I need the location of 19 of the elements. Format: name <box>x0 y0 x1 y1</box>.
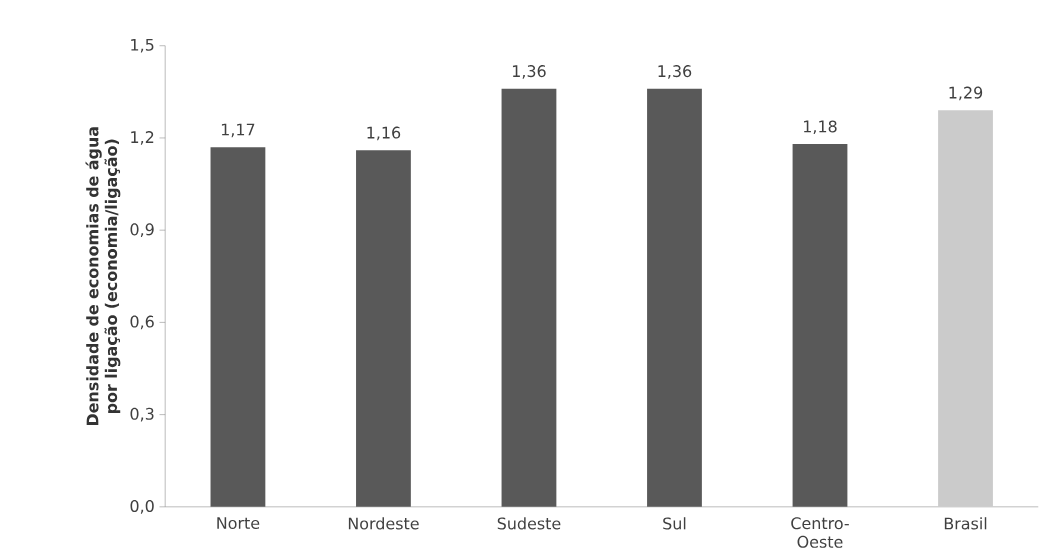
data-label: 1,18 <box>804 120 837 135</box>
y-tick-label: 0,9 <box>130 223 154 238</box>
x-tick-label: Nordeste <box>348 517 419 530</box>
y-tick-label: 0,6 <box>130 315 154 330</box>
y-axis-title: Densidade de economias de água por ligação (economia/ligação) <box>85 127 121 426</box>
data-label: 1,36 <box>512 65 546 79</box>
y-tick-label: 0,0 <box>130 500 154 514</box>
x-tick-label: Norte <box>217 517 260 530</box>
x-tick-label: Sul <box>663 517 686 530</box>
data-label: 1,29 <box>949 86 983 101</box>
data-label: 1,16 <box>367 126 401 141</box>
x-tick-label: Centro-Oeste <box>791 517 849 548</box>
x-tick-label: Brasil <box>944 517 987 530</box>
y-tick-label: 1,5 <box>131 39 154 53</box>
y-tick-label: 1,2 <box>131 131 154 145</box>
y-tick-label: 0,3 <box>130 407 154 422</box>
data-label: 1,17 <box>221 123 255 138</box>
x-tick-label: Sudeste <box>497 517 561 530</box>
data-label: 1,36 <box>658 65 692 79</box>
